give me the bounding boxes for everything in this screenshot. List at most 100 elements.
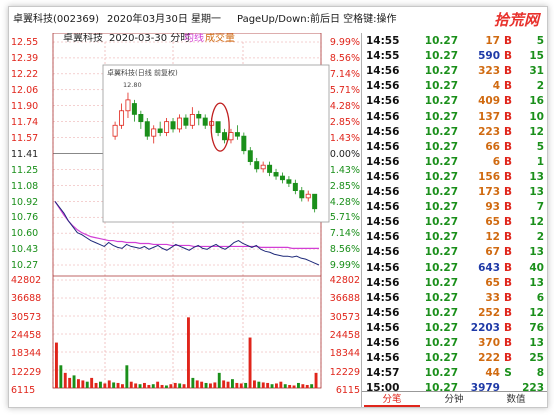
price-tick-label: 11.41 <box>11 148 39 160</box>
avg-price-line <box>54 201 319 249</box>
trade-time: 14:56 <box>366 110 400 123</box>
trade-row[interactable]: 14:56 10.27 252 B 12 <box>362 305 547 321</box>
volume-tick-label: 42802 <box>11 275 42 286</box>
trade-row[interactable]: 14:56 10.27 223 B 12 <box>362 124 547 140</box>
volume-bar <box>261 382 265 388</box>
price-tick-label: 11.25 <box>11 164 39 176</box>
tab-fenzhong[interactable]: 分钟 <box>444 394 464 405</box>
candle-body <box>215 121 221 133</box>
candle-body <box>305 193 311 199</box>
trade-count: 40 <box>529 261 544 274</box>
volume-bar <box>116 382 120 388</box>
percent-tick-label: 5.71% <box>329 212 360 224</box>
trade-row[interactable]: 14:56 10.27 66 B 5 <box>362 139 547 155</box>
trade-row[interactable]: 14:56 10.27 65 B 12 <box>362 214 547 230</box>
trade-row[interactable]: 14:57 10.27 44 S 8 <box>362 365 547 381</box>
volume-bar <box>244 382 248 388</box>
volume-bar <box>231 379 234 388</box>
candle-body <box>299 190 305 199</box>
percent-tick-label: 4.28% <box>329 100 360 112</box>
trade-row[interactable]: 14:56 10.27 2203 B 76 <box>362 320 547 336</box>
volume-bar <box>288 384 292 388</box>
trade-time: 14:56 <box>366 201 400 214</box>
trade-price: 10.27 <box>424 337 458 349</box>
trade-row[interactable]: 14:56 10.27 222 B 25 <box>362 350 547 366</box>
trade-row[interactable]: 14:56 10.27 156 B 13 <box>362 169 547 185</box>
trade-volume: 223 <box>478 125 500 138</box>
trade-row[interactable]: 14:56 10.27 33 B 6 <box>362 290 547 306</box>
trade-row[interactable]: 14:56 10.27 65 B 13 <box>362 275 547 291</box>
candle-body <box>292 182 298 191</box>
trade-price: 10.27 <box>424 276 458 289</box>
candle-body <box>131 103 137 115</box>
trade-row[interactable]: 14:56 10.27 6 B 1 <box>362 154 547 170</box>
tab-shuzhi[interactable]: 数值 <box>506 394 526 405</box>
trade-side: B <box>503 110 512 123</box>
trade-count: 13 <box>529 337 544 349</box>
trade-count: 25 <box>529 352 544 365</box>
trade-row[interactable]: 14:56 10.27 643 B 40 <box>362 260 547 276</box>
volume-bar <box>165 385 168 388</box>
volume-bar <box>90 377 94 388</box>
trade-side: S <box>504 367 512 380</box>
trade-time: 14:56 <box>366 65 400 78</box>
trade-count: 7 <box>536 201 544 214</box>
trade-side: B <box>503 140 512 153</box>
volume-bar <box>134 383 138 388</box>
trade-row[interactable]: 14:55 10.27 590 B 15 <box>362 48 547 64</box>
volume-tick-label: 18344 <box>11 348 42 360</box>
volume-tick-label: 42802 <box>329 275 360 286</box>
trade-price: 10.27 <box>424 261 458 274</box>
trade-side: B <box>503 155 512 168</box>
trade-time: 14:55 <box>366 35 400 47</box>
volume-bar <box>248 337 252 388</box>
tick-tabs: 分笔 分钟 数值 <box>362 391 547 407</box>
price-tick-label: 11.90 <box>11 100 39 112</box>
candle-body <box>183 117 189 126</box>
trade-time: 14:56 <box>366 95 400 108</box>
candle-body <box>176 117 182 130</box>
trade-side: B <box>503 306 512 319</box>
title-bar: 卓翼科技(002369) 2020年03月30日 星期一 PageUp/Down… <box>9 7 547 33</box>
trade-row[interactable]: 14:56 10.27 409 B 16 <box>362 93 547 109</box>
trade-row[interactable]: 14:56 10.27 93 B 7 <box>362 199 547 215</box>
trade-time: 14:56 <box>366 291 400 304</box>
trade-side: B <box>503 246 512 259</box>
trade-row[interactable]: 14:56 10.27 137 B 10 <box>362 109 547 125</box>
volume-bar <box>270 384 274 388</box>
price-tick-label: 11.08 <box>11 180 39 192</box>
volume-bar <box>81 380 85 388</box>
volume-bar <box>222 380 226 388</box>
trade-row[interactable]: 14:55 10.27 17 B 5 <box>362 33 547 49</box>
volume-legend: 成交量 <box>205 33 235 44</box>
volume-bar <box>235 382 239 388</box>
trade-count: 2 <box>536 80 544 93</box>
trade-count: 13 <box>529 186 544 198</box>
operate-button[interactable]: 操作 <box>333 407 361 408</box>
trade-time: 14:56 <box>366 231 400 244</box>
chart-panel[interactable]: 卓翼科技 2020-03-30 分时 均线 成交量 卓翼科技(日线 前复权) 12.80 … <box>9 31 361 408</box>
trade-count: 13 <box>529 246 544 259</box>
trade-count: 2 <box>536 231 544 244</box>
trade-row[interactable]: 14:56 10.27 12 B 2 <box>362 229 547 245</box>
trade-count: 15 <box>529 50 544 63</box>
trade-time: 14:56 <box>366 352 400 365</box>
trade-row[interactable]: 14:56 10.27 67 B 13 <box>362 244 547 260</box>
trade-row[interactable]: 14:56 10.27 323 B 31 <box>362 63 547 79</box>
volume-bar <box>191 377 195 388</box>
tab-fenbi[interactable]: 分笔 <box>364 392 420 407</box>
chart-date-label: 2020-03-30 分时 <box>109 33 190 44</box>
trade-row[interactable]: 14:56 10.27 173 B 13 <box>362 184 547 200</box>
trade-row[interactable]: 14:56 10.27 370 B 13 <box>362 335 547 351</box>
price-tick-label: 12.39 <box>11 52 39 64</box>
trade-time: 14:56 <box>366 216 400 229</box>
trade-price: 10.27 <box>424 140 458 153</box>
volume-bar <box>173 382 177 388</box>
candle-body <box>260 164 266 170</box>
candle-body <box>196 114 202 119</box>
percent-tick-label: 2.85% <box>329 180 360 192</box>
percent-tick-label: 9.99% <box>329 37 360 48</box>
trade-row[interactable]: 14:56 10.27 4 B 2 <box>362 78 547 94</box>
trade-price: 10.27 <box>424 125 458 138</box>
trade-volume: 156 <box>478 170 500 183</box>
